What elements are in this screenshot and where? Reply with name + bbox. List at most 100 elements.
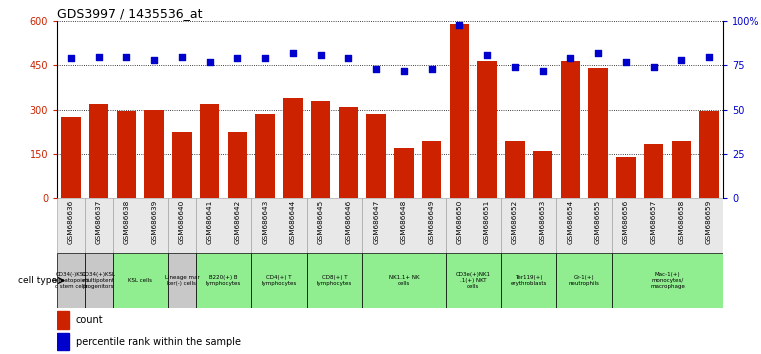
- Point: [65, 56, 77, 61]
- Text: cell type: cell type: [18, 276, 57, 285]
- Text: GSM686658: GSM686658: [678, 199, 684, 244]
- Bar: [57, 311, 69, 329]
- Text: CD34(-)KSL
hematopoieti
c stem cells: CD34(-)KSL hematopoieti c stem cells: [53, 272, 89, 289]
- Text: Lineage mar
ker(-) cells: Lineage mar ker(-) cells: [164, 275, 199, 286]
- Point: [176, 54, 188, 59]
- Text: GSM686643: GSM686643: [262, 199, 268, 244]
- Point: [231, 56, 244, 61]
- Point: [703, 54, 715, 59]
- Bar: [644, 144, 664, 198]
- Point: [425, 66, 438, 72]
- Bar: [362, 198, 445, 253]
- Bar: [505, 141, 524, 198]
- Bar: [200, 104, 219, 198]
- Point: [287, 50, 299, 56]
- Bar: [533, 151, 552, 198]
- Point: [370, 66, 382, 72]
- Point: [148, 57, 161, 63]
- Text: GSM686647: GSM686647: [373, 199, 379, 244]
- Bar: [145, 110, 164, 198]
- Point: [398, 68, 410, 74]
- Bar: [196, 253, 251, 308]
- Bar: [556, 198, 612, 253]
- Text: Gr-1(+)
neutrophils: Gr-1(+) neutrophils: [568, 275, 600, 286]
- Text: GSM686646: GSM686646: [345, 199, 352, 244]
- Bar: [394, 148, 413, 198]
- Bar: [89, 104, 108, 198]
- Point: [204, 59, 216, 65]
- Text: GSM686657: GSM686657: [651, 199, 657, 244]
- Point: [564, 56, 576, 61]
- Point: [259, 56, 271, 61]
- Bar: [616, 157, 635, 198]
- Bar: [477, 61, 497, 198]
- Bar: [256, 114, 275, 198]
- Bar: [228, 132, 247, 198]
- Bar: [672, 141, 691, 198]
- Text: Ter119(+)
erythroblasts: Ter119(+) erythroblasts: [511, 275, 547, 286]
- Point: [592, 50, 604, 56]
- Point: [537, 68, 549, 74]
- Text: GSM686644: GSM686644: [290, 199, 296, 244]
- Point: [120, 54, 132, 59]
- Text: GSM686649: GSM686649: [428, 199, 435, 244]
- Bar: [311, 101, 330, 198]
- Bar: [501, 253, 556, 308]
- Bar: [501, 198, 556, 253]
- Text: GSM686648: GSM686648: [401, 199, 407, 244]
- Text: CD3e(+)NK1
.1(+) NKT
cells: CD3e(+)NK1 .1(+) NKT cells: [456, 272, 491, 289]
- Text: GSM686645: GSM686645: [317, 199, 323, 244]
- Bar: [168, 198, 196, 253]
- Point: [454, 22, 466, 28]
- Bar: [84, 198, 113, 253]
- Bar: [367, 114, 386, 198]
- Bar: [57, 198, 84, 253]
- Bar: [57, 253, 84, 308]
- Point: [619, 59, 632, 65]
- Text: percentile rank within the sample: percentile rank within the sample: [75, 337, 240, 347]
- Text: GSM686659: GSM686659: [706, 199, 712, 244]
- Text: GSM686637: GSM686637: [96, 199, 102, 244]
- Bar: [307, 253, 362, 308]
- Bar: [445, 253, 501, 308]
- Text: GSM686655: GSM686655: [595, 199, 601, 244]
- Point: [342, 56, 355, 61]
- Text: GSM686656: GSM686656: [622, 199, 629, 244]
- Bar: [556, 253, 612, 308]
- Text: GSM686641: GSM686641: [207, 199, 212, 244]
- Bar: [172, 132, 192, 198]
- Bar: [699, 111, 719, 198]
- Bar: [251, 198, 307, 253]
- Point: [509, 64, 521, 70]
- Text: B220(+) B
lymphocytes: B220(+) B lymphocytes: [206, 275, 241, 286]
- Text: NK1.1+ NK
cells: NK1.1+ NK cells: [389, 275, 419, 286]
- Point: [481, 52, 493, 58]
- Text: GSM686650: GSM686650: [457, 199, 463, 244]
- Bar: [113, 198, 168, 253]
- Bar: [61, 117, 81, 198]
- Text: GDS3997 / 1435536_at: GDS3997 / 1435536_at: [57, 7, 202, 20]
- Bar: [339, 107, 358, 198]
- Text: GSM686651: GSM686651: [484, 199, 490, 244]
- Bar: [84, 253, 113, 308]
- Text: KSL cells: KSL cells: [129, 278, 152, 283]
- Point: [93, 54, 105, 59]
- Text: GSM686642: GSM686642: [234, 199, 240, 244]
- Text: CD34(+)KSL
multipotent
progenitors: CD34(+)KSL multipotent progenitors: [81, 272, 116, 289]
- Bar: [445, 198, 501, 253]
- Text: GSM686639: GSM686639: [151, 199, 158, 244]
- Text: GSM686654: GSM686654: [568, 199, 573, 244]
- Point: [648, 64, 660, 70]
- Bar: [422, 141, 441, 198]
- Text: GSM686653: GSM686653: [540, 199, 546, 244]
- Text: Mac-1(+)
monocytes/
macrophage: Mac-1(+) monocytes/ macrophage: [650, 272, 685, 289]
- Bar: [196, 198, 251, 253]
- Text: CD8(+) T
lymphocytes: CD8(+) T lymphocytes: [317, 275, 352, 286]
- Bar: [612, 253, 723, 308]
- Text: CD4(+) T
lymphocytes: CD4(+) T lymphocytes: [262, 275, 297, 286]
- Bar: [450, 24, 469, 198]
- Bar: [612, 198, 723, 253]
- Bar: [116, 111, 136, 198]
- Bar: [168, 253, 196, 308]
- Point: [675, 57, 687, 63]
